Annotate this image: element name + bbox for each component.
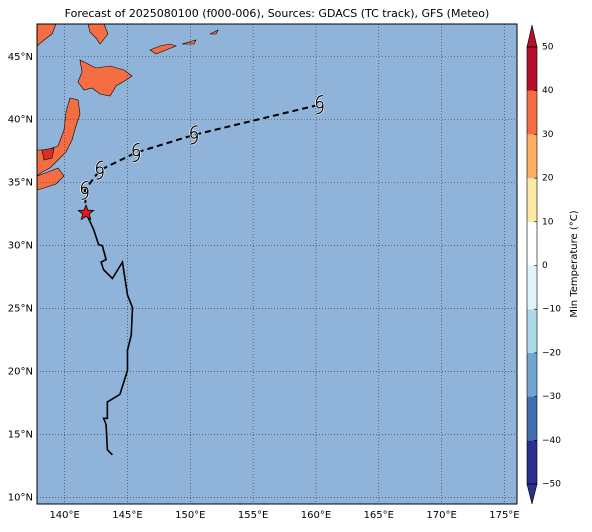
x-tick-label: 165°E <box>364 510 394 521</box>
y-tick-label: 15°N <box>8 430 33 441</box>
kuril-island <box>149 43 177 55</box>
land <box>37 24 219 191</box>
colorbar-tick-label: −40 <box>542 436 561 446</box>
x-tick-label: 155°E <box>238 510 268 521</box>
x-tick-label: 140°E <box>49 510 79 521</box>
colorbar-tick-label: −30 <box>542 392 561 402</box>
colorbar-tick-label: 0 <box>542 261 548 271</box>
storm-symbol <box>315 94 325 115</box>
warm-patch <box>41 147 55 161</box>
colorbar-tick-label: 50 <box>542 43 554 53</box>
map-frame <box>36 23 518 505</box>
colorbar-band <box>527 178 537 222</box>
sakhalin <box>87 24 109 45</box>
y-tick-label: 10°N <box>8 493 33 504</box>
colorbar-band <box>527 265 537 310</box>
x-tick-label: 175°E <box>489 510 519 521</box>
colorbar: −50 −40 −30 −20 −10 0 10 20 30 40 50 <box>526 24 561 505</box>
storm-arm <box>96 160 104 180</box>
storm-arm <box>132 142 141 163</box>
x-tick-label: 145°E <box>112 510 142 521</box>
kuril-island <box>209 29 219 35</box>
kuril-island <box>181 39 197 45</box>
colorbar-band <box>527 309 537 353</box>
colorbar-tick-label: 20 <box>542 174 554 184</box>
colorbar-band <box>527 47 537 91</box>
colorbar-tick-label: 10 <box>542 217 554 227</box>
x-tick-label: 150°E <box>175 510 205 521</box>
colorbar-label: Min Temperature (°C) <box>569 210 580 317</box>
y-tick-label: 40°N <box>8 115 33 126</box>
ocean <box>37 24 517 504</box>
storm-arm <box>315 95 324 115</box>
colorbar-extend-low <box>526 483 538 505</box>
y-tick-label: 35°N <box>8 178 33 189</box>
storm-symbol <box>131 142 141 163</box>
storm-arm <box>190 125 198 145</box>
past-track <box>85 212 134 456</box>
current-position <box>77 203 95 221</box>
colorbar-band <box>527 134 537 179</box>
colorbar-band <box>527 90 537 135</box>
colorbar-tick-label: 40 <box>542 86 554 96</box>
storm-symbol <box>80 179 90 201</box>
map-title: Forecast of 2025080100 (f000-006), Sourc… <box>65 7 490 20</box>
colorbar-tick-label: −50 <box>542 480 561 490</box>
storm-symbol <box>189 124 199 146</box>
axes: 140°E 145°E 150°E 155°E 160°E 165°E 170°E 175°E… <box>8 52 520 521</box>
y-tick-label: 20°N <box>8 367 33 378</box>
y-tick-label: 25°N <box>8 304 33 315</box>
x-tick-label: 170°E <box>426 510 456 521</box>
colorbar-tick-label: −20 <box>542 348 561 358</box>
storm-symbol <box>95 159 105 181</box>
y-tick-label: 30°N <box>8 241 33 252</box>
colorbar-tick-label: −10 <box>542 305 561 315</box>
colorbar-band <box>527 221 537 266</box>
colorbar-tick-label: 30 <box>542 130 554 140</box>
x-tick-label: 160°E <box>301 510 331 521</box>
y-tick-label: 45°N <box>8 52 33 63</box>
colorbar-band <box>527 352 537 397</box>
colorbar-band <box>527 396 537 441</box>
hokkaido <box>77 59 133 97</box>
korea-land <box>37 24 57 47</box>
colorbar-band <box>527 440 537 484</box>
storm-arm <box>80 180 89 200</box>
tracks <box>77 94 325 456</box>
grid <box>37 24 517 504</box>
shikoku-kyushu <box>37 167 65 191</box>
colorbar-extend-high <box>526 24 538 48</box>
forecast-track <box>83 103 320 214</box>
